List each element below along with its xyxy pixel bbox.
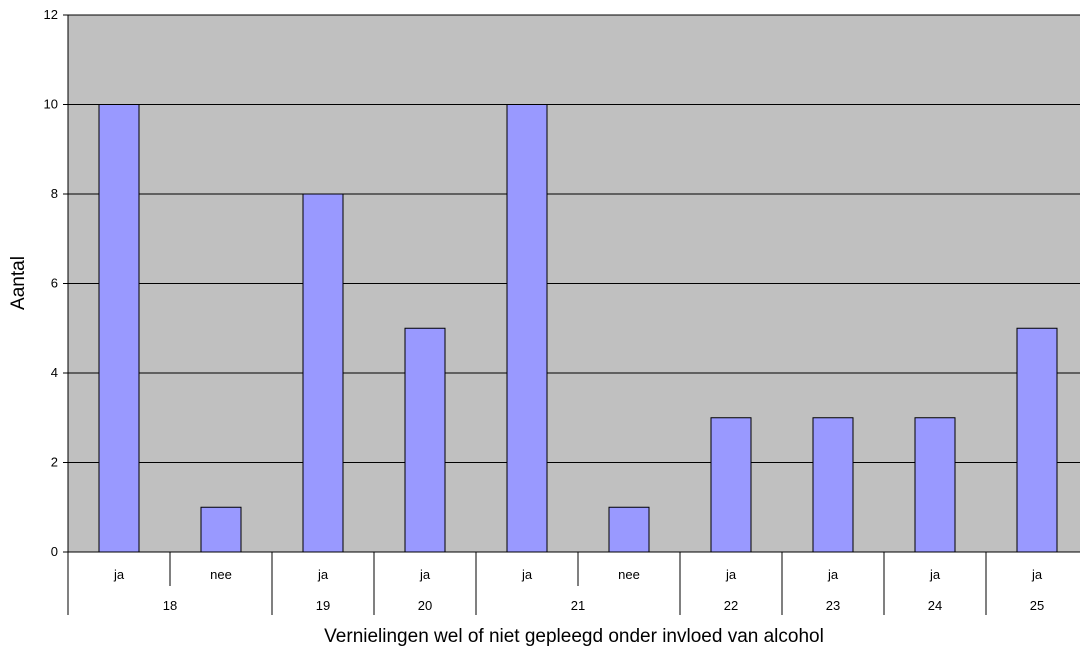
- bars: [98, 104, 1058, 553]
- y-tick-labels: 0 2 4 6 8 10 12: [44, 7, 58, 559]
- x-category-label: ja: [521, 567, 533, 582]
- bar: [98, 104, 140, 553]
- y-tick-label: 12: [44, 7, 58, 22]
- bar: [302, 193, 344, 553]
- y-tick-label: 4: [51, 365, 58, 380]
- y-tick-label: 6: [51, 276, 58, 291]
- bar: [200, 506, 242, 553]
- x-group-labels: 18 19 20 21 22 23 24 25: [163, 598, 1044, 613]
- bar: [1016, 327, 1058, 553]
- bar: [710, 417, 752, 553]
- axes: [63, 14, 1080, 615]
- y-tick-label: 8: [51, 186, 58, 201]
- x-group-label: 23: [826, 598, 840, 613]
- bar: [608, 506, 650, 553]
- bar: [812, 417, 854, 553]
- y-tick-label: 2: [51, 455, 58, 470]
- x-category-label: ja: [929, 567, 941, 582]
- gridlines: [68, 14, 1080, 463]
- x-category-labels: ja nee ja ja ja nee ja ja ja ja: [113, 567, 1043, 582]
- bar: [404, 327, 446, 553]
- x-category-label: ja: [113, 567, 125, 582]
- x-group-label: 24: [928, 598, 942, 613]
- x-group-label: 18: [163, 598, 177, 613]
- y-tick-label: 0: [51, 544, 58, 559]
- x-category-label: nee: [618, 567, 640, 582]
- x-category-label: ja: [317, 567, 329, 582]
- x-group-label: 22: [724, 598, 738, 613]
- x-group-label: 19: [316, 598, 330, 613]
- x-group-label: 20: [418, 598, 432, 613]
- x-category-label: ja: [725, 567, 737, 582]
- x-category-label: ja: [419, 567, 431, 582]
- x-group-label: 25: [1030, 598, 1044, 613]
- x-category-label: ja: [827, 567, 839, 582]
- x-group-label: 21: [571, 598, 585, 613]
- y-axis-title: Aantal: [8, 256, 29, 310]
- x-axis-title: Vernielingen wel of niet gepleegd onder …: [324, 626, 824, 647]
- x-category-label: ja: [1031, 567, 1043, 582]
- bar: [506, 104, 548, 553]
- bar: [914, 417, 956, 553]
- y-tick-label: 10: [44, 97, 58, 112]
- x-category-label: nee: [210, 567, 232, 582]
